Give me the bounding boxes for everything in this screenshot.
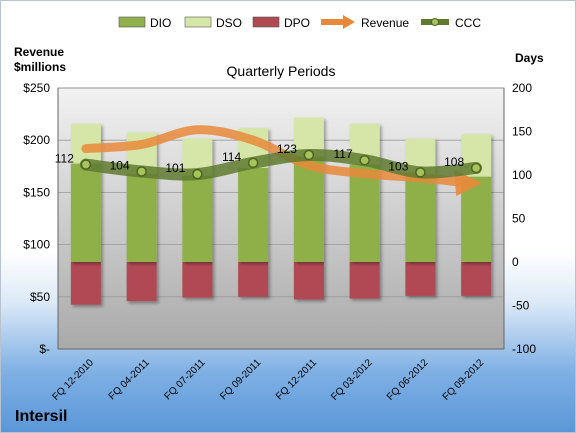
bar-dio xyxy=(349,164,380,262)
bar-dio xyxy=(182,175,213,262)
right-tick-label: 50 xyxy=(512,212,526,226)
legend-label-revenue: Revenue xyxy=(361,16,409,30)
ccc-point xyxy=(359,154,370,166)
bar-dpo xyxy=(70,262,101,305)
legend-swatch-dso xyxy=(184,16,212,28)
legend-label-dpo: DPO xyxy=(284,16,310,30)
chart-title: Quarterly Periods xyxy=(227,63,336,79)
right-tick-label: 200 xyxy=(512,81,532,95)
bar-dpo xyxy=(293,262,324,300)
ccc-data-label: 123 xyxy=(277,142,297,156)
ccc-point xyxy=(80,159,92,170)
right-axis-title: Days xyxy=(515,51,544,65)
ccc-data-label: 117 xyxy=(333,147,352,161)
left-axis-title-line: Revenue xyxy=(14,45,64,59)
left-tick-label: $150 xyxy=(23,185,50,199)
bar-dio xyxy=(293,156,324,262)
bar-dpo xyxy=(126,262,157,302)
ccc-data-label: 101 xyxy=(165,161,185,175)
left-tick-label: $100 xyxy=(23,238,50,252)
right-tick-label: 0 xyxy=(512,255,519,269)
legend-label-dso: DSO xyxy=(216,16,242,30)
ccc-point xyxy=(303,149,315,161)
left-tick-label: $- xyxy=(39,342,50,356)
bar-dio xyxy=(238,168,269,262)
company-name: Intersil xyxy=(15,408,67,425)
ccc-point xyxy=(470,162,482,174)
left-tick-label: $50 xyxy=(30,290,50,304)
legend-marker-ccc xyxy=(431,18,439,26)
ccc-data-label: 114 xyxy=(222,150,241,164)
left-tick-label: $200 xyxy=(23,133,50,147)
bar-dpo xyxy=(349,262,380,299)
left-axis-title-line: $millions xyxy=(14,60,66,74)
ccc-data-label: 103 xyxy=(388,159,408,173)
x-tick-label: FQ 06-2012 xyxy=(385,357,431,403)
bar-dpo xyxy=(182,262,213,298)
x-tick-label: FQ 12-2010 xyxy=(50,357,96,403)
ccc-point xyxy=(192,168,203,180)
ccc-data-label: 108 xyxy=(444,155,464,169)
left-tick-label: $250 xyxy=(23,81,50,95)
ccc-data-label: 112 xyxy=(55,152,74,166)
x-tick-label: FQ 12-2011 xyxy=(274,357,319,402)
ccc-point xyxy=(136,166,147,177)
ccc-point xyxy=(415,167,426,178)
bar-dpo xyxy=(461,262,492,296)
bar-dio xyxy=(405,175,436,262)
bar-dio xyxy=(126,174,157,262)
ccc-data-label: 104 xyxy=(110,159,130,173)
ccc-point xyxy=(247,157,259,169)
x-tick-label: FQ 04-2011 xyxy=(107,357,152,402)
right-tick-label: 100 xyxy=(512,168,532,182)
bar-dpo xyxy=(405,262,436,296)
legend-arrowhead-revenue xyxy=(343,15,355,29)
legend-swatch-dpo xyxy=(252,16,280,28)
x-tick-label: FQ 03-2012 xyxy=(329,357,375,403)
right-tick-label: -100 xyxy=(512,342,536,356)
bar-dpo xyxy=(238,262,269,297)
revenue-arrowhead xyxy=(454,169,483,196)
right-tick-label: 150 xyxy=(512,125,532,139)
x-tick-label: FQ 09-2011 xyxy=(218,357,263,402)
legend-label-ccc: CCC xyxy=(455,16,481,30)
legend-label-dio: DIO xyxy=(150,16,171,30)
x-tick-label: FQ 07-2011 xyxy=(163,357,208,402)
plot-area xyxy=(57,87,505,350)
x-tick-label: FQ 09-2012 xyxy=(441,357,487,403)
right-tick-label: -50 xyxy=(512,299,530,313)
bar-dio xyxy=(70,163,101,262)
legend-swatch-dio xyxy=(118,16,146,28)
left-axis-title: Revenue $millions xyxy=(14,45,66,74)
